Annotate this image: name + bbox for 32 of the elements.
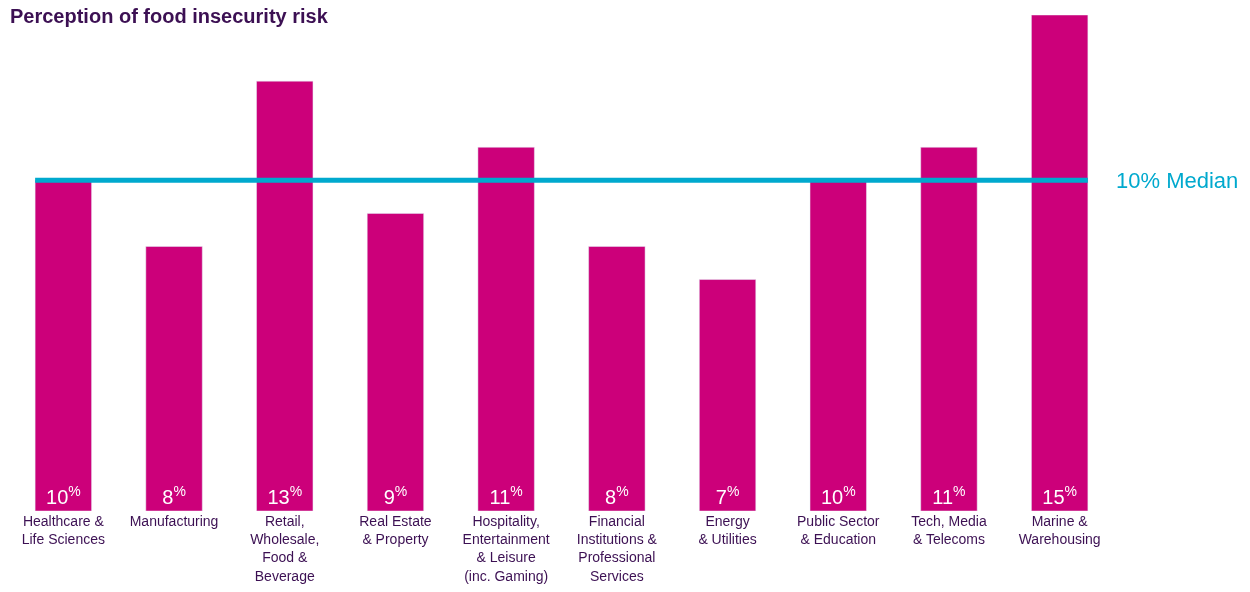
- data-label: 7$^{%}$: [715, 482, 740, 508]
- x-tick-label: Retail, Wholesale, Food & Beverage: [250, 513, 320, 584]
- data-label: 11$^{%}$: [932, 482, 966, 508]
- bar: [366, 213, 424, 511]
- x-tick-label: Manufacturing: [129, 513, 219, 529]
- data-label: 15$^{%}$: [1042, 482, 1077, 508]
- bar: [920, 147, 978, 511]
- bar: [1031, 15, 1089, 511]
- x-tick-label: Marine & Warehousing: [1018, 513, 1101, 548]
- ref-line-label: 10% Median: [1116, 168, 1239, 193]
- data-label: 10$^{%}$: [46, 482, 81, 508]
- data-label: 9$^{%}$: [383, 482, 408, 508]
- bar: [477, 147, 535, 511]
- bar: [809, 180, 867, 511]
- data-label: 13$^{%}$: [267, 482, 303, 508]
- x-tick-label: Healthcare & Life Sciences: [21, 513, 105, 548]
- data-label: 11$^{%}$: [489, 482, 523, 508]
- bar: [699, 279, 757, 511]
- bar: [145, 246, 203, 511]
- x-tick-label: Energy & Utilities: [698, 513, 757, 548]
- data-label: 8$^{%}$: [605, 482, 629, 508]
- x-tick-label: Tech, Media & Telecoms: [911, 513, 987, 548]
- data-label: 10$^{%}$: [820, 482, 856, 508]
- x-tick-label: Real Estate & Property: [359, 513, 432, 548]
- x-tick-label: Financial Institutions & Professional Services: [576, 513, 658, 584]
- bar: [588, 246, 646, 511]
- x-tick-label: Hospitality, Entertainment & Leisure (inc. Gaming): [462, 513, 550, 584]
- bar: [256, 80, 314, 511]
- chart-title: Perception of food insecurity risk: [10, 4, 329, 27]
- bar: [34, 180, 92, 511]
- data-label: 8$^{%}$: [162, 482, 186, 508]
- x-tick-label: Public Sector & Education: [797, 513, 880, 548]
